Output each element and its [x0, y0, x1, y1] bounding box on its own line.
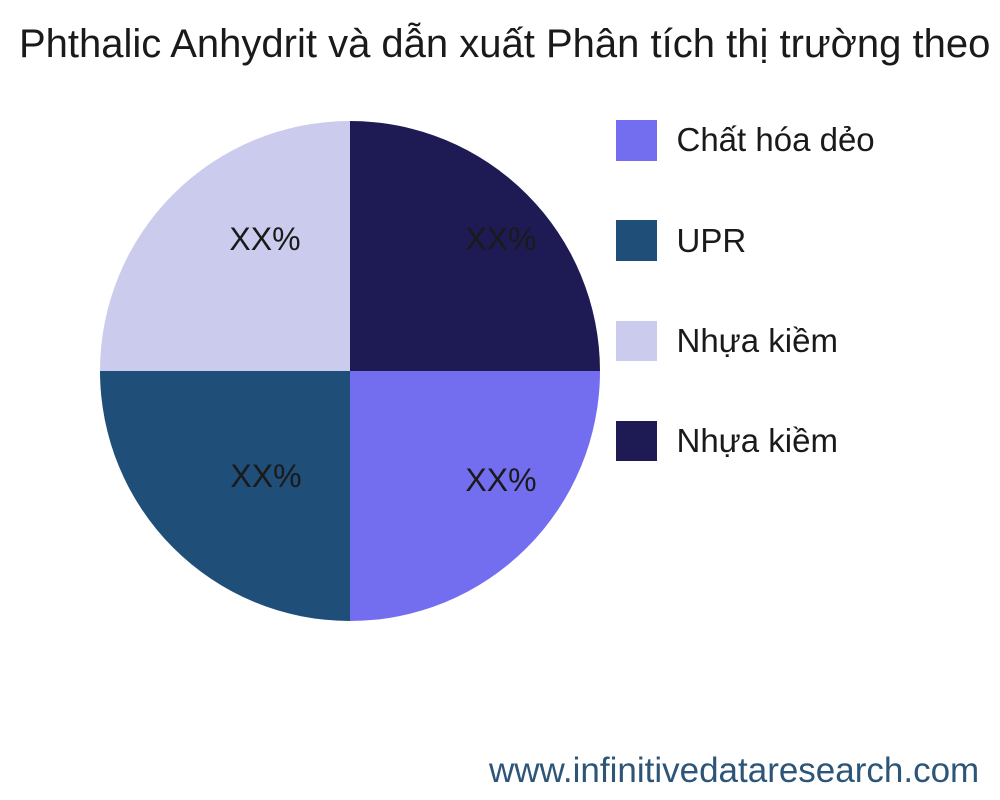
svg-text:XX%: XX%: [229, 221, 300, 257]
svg-text:XX%: XX%: [230, 458, 301, 494]
svg-text:XX%: XX%: [465, 221, 536, 257]
svg-text:XX%: XX%: [465, 462, 536, 498]
